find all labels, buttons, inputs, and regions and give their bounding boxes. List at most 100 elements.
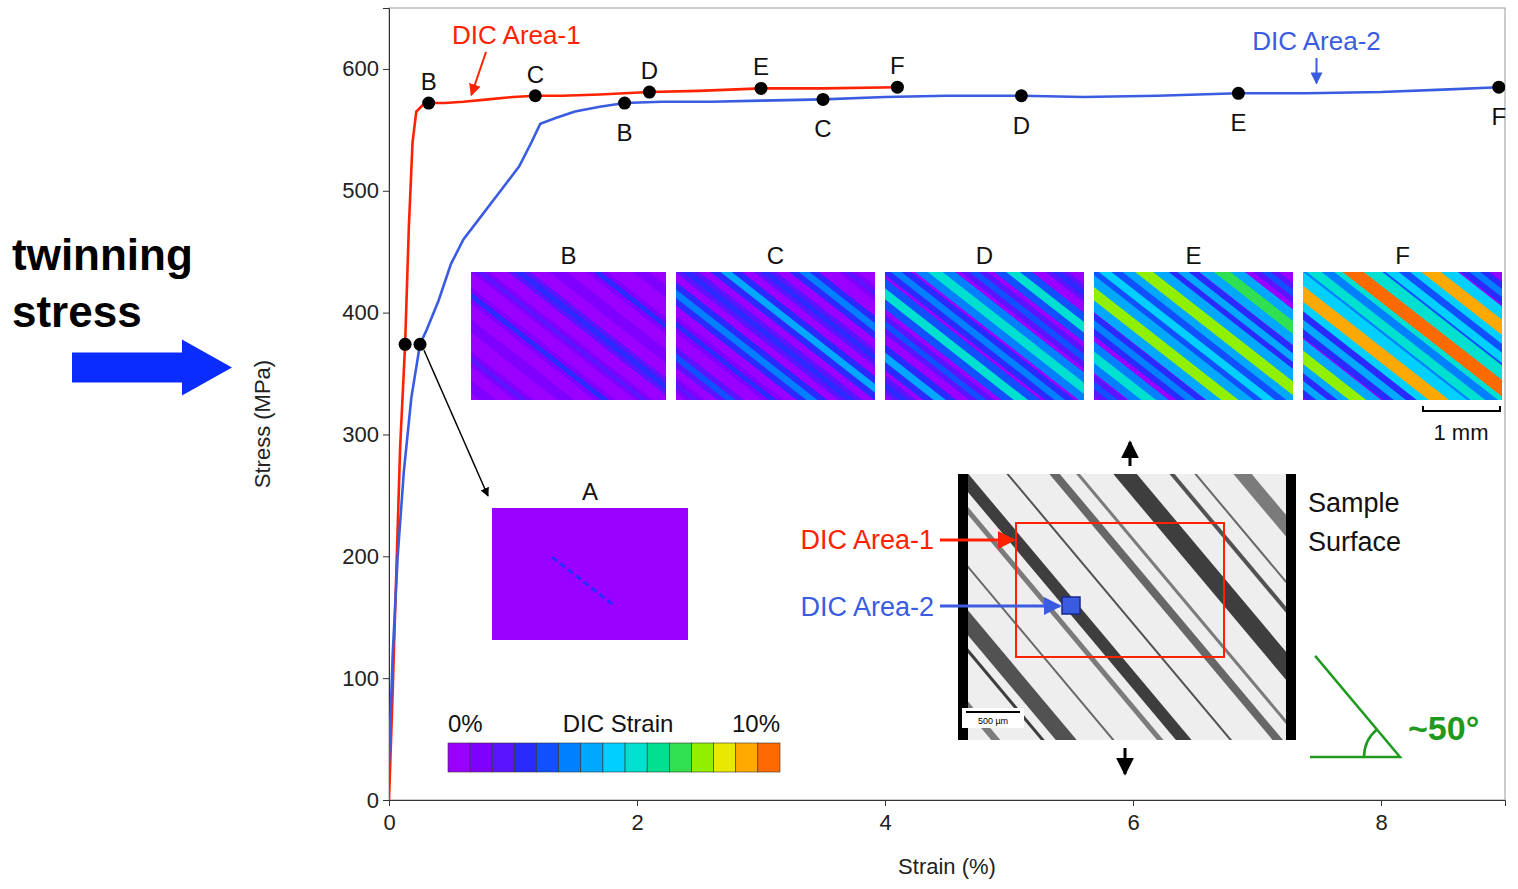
point-label: B bbox=[421, 68, 437, 95]
colorbar-swatch bbox=[581, 743, 603, 772]
inset-pointer bbox=[424, 350, 488, 496]
point-marker bbox=[891, 81, 904, 94]
colorbar-swatch bbox=[559, 743, 581, 772]
y-tick-label: 600 bbox=[342, 56, 379, 81]
dic-area-1-box bbox=[1016, 523, 1224, 657]
y-tick: 100 bbox=[342, 666, 389, 691]
colorbar-swatch bbox=[669, 743, 691, 772]
colorbar-swatch bbox=[492, 743, 514, 772]
colorbar-tick-label: 10% bbox=[732, 710, 780, 737]
strain-map-stripes bbox=[471, 272, 666, 400]
strain-map-stripes bbox=[552, 557, 615, 606]
point-marker bbox=[817, 93, 830, 106]
y-tick: 400 bbox=[342, 300, 389, 325]
micrograph: 500 µm bbox=[958, 474, 1296, 740]
point-label: F bbox=[1491, 103, 1506, 130]
y-tick: 0 bbox=[367, 788, 389, 813]
strain-map-stripe bbox=[1094, 272, 1293, 400]
strain-map-stripe bbox=[885, 274, 1084, 400]
y-tick-mark bbox=[383, 800, 389, 801]
y-tick-label: 400 bbox=[342, 300, 379, 325]
strain-map-label: A bbox=[582, 478, 598, 505]
colorbar-swatch bbox=[736, 743, 758, 772]
x-tick-label: 2 bbox=[631, 810, 643, 835]
point-marker bbox=[399, 338, 412, 351]
strain-map bbox=[1303, 272, 1502, 400]
y-tick-label: 500 bbox=[342, 178, 379, 203]
strain-map-ground bbox=[492, 508, 688, 640]
strain-map-stripe bbox=[552, 557, 615, 606]
colorbar-swatch bbox=[448, 743, 470, 772]
series-name-arrow bbox=[471, 52, 486, 95]
strain-map-stripe bbox=[471, 275, 666, 400]
x-tick: 6 bbox=[1127, 800, 1139, 835]
y-tick-mark bbox=[383, 191, 389, 192]
point-marker bbox=[1492, 81, 1505, 94]
colorbar-tick-label: 0% bbox=[448, 710, 483, 737]
micrograph-title-line: Sample bbox=[1308, 488, 1400, 518]
strain-map-label: E bbox=[1185, 242, 1201, 269]
micro-area-label: DIC Area-1 bbox=[800, 525, 934, 555]
y-tick-mark bbox=[383, 556, 389, 557]
angle-lines bbox=[1310, 656, 1400, 757]
strain-map-stripe bbox=[676, 272, 875, 400]
strain-map bbox=[492, 508, 688, 640]
y-tick: 300 bbox=[342, 422, 389, 447]
point-marker bbox=[1232, 87, 1245, 100]
strain-map-stripe bbox=[1094, 273, 1293, 400]
twin-band bbox=[958, 474, 1296, 740]
strain-map-stripes bbox=[676, 272, 875, 400]
point-marker bbox=[755, 82, 768, 95]
twin-band bbox=[958, 474, 1276, 740]
strain-map-stripe bbox=[1094, 277, 1293, 400]
strain-map-stripes bbox=[1094, 272, 1293, 400]
dic-area-2-box bbox=[1062, 597, 1080, 614]
point-label: C bbox=[527, 61, 544, 88]
x-tick-mark bbox=[1381, 800, 1382, 806]
point-label: E bbox=[753, 53, 769, 80]
strain-map-stripe bbox=[471, 278, 666, 400]
strain-map-label: D bbox=[976, 242, 993, 269]
twin-band bbox=[958, 474, 1247, 740]
y-tick-label: 100 bbox=[342, 666, 379, 691]
point-label: D bbox=[641, 57, 658, 84]
point-marker bbox=[529, 89, 542, 102]
strain-map-stripe bbox=[885, 272, 1084, 400]
strain-map bbox=[676, 272, 875, 400]
strain-map bbox=[885, 272, 1084, 400]
y-axis: 0 100 200 300 400 500 600 bbox=[342, 9, 389, 813]
strain-map-label: C bbox=[767, 242, 784, 269]
annotation-arrow bbox=[72, 339, 232, 395]
series-line bbox=[389, 87, 1499, 763]
strain-map-stripe bbox=[676, 278, 875, 400]
x-tick-mark bbox=[1133, 800, 1134, 806]
colorbar-swatch bbox=[470, 743, 492, 772]
point-label: B bbox=[617, 119, 633, 146]
chart-canvas: 024680100200300400500600Strain (%)Stress… bbox=[0, 0, 1518, 889]
x-tick: 8 bbox=[1375, 800, 1387, 835]
y-tick-mark bbox=[383, 678, 389, 679]
colorbar-swatch bbox=[603, 743, 625, 772]
twin-band bbox=[958, 474, 1181, 740]
y-tick-label: 200 bbox=[342, 544, 379, 569]
point-label: D bbox=[1013, 112, 1030, 139]
colorbar-swatch bbox=[691, 743, 713, 772]
series-name-arrow bbox=[1316, 58, 1318, 83]
x-tick-label: 8 bbox=[1375, 810, 1387, 835]
point-marker bbox=[414, 338, 427, 351]
colorbar: 0%10%DIC Strain bbox=[448, 710, 780, 772]
y-tick-mark bbox=[383, 69, 389, 70]
strain-map-stripe bbox=[1303, 272, 1502, 400]
plot-frame bbox=[389, 8, 1505, 800]
micro-area-label: DIC Area-2 bbox=[800, 592, 934, 622]
plot-data bbox=[389, 81, 1505, 800]
x-tick-label: 6 bbox=[1127, 810, 1139, 835]
load-arrow bbox=[1129, 442, 1132, 466]
micrograph-title: SampleSurface bbox=[1308, 488, 1401, 557]
colorbar-swatch bbox=[537, 743, 559, 772]
strain-map-stripe bbox=[471, 272, 666, 400]
x-axis: 02468 bbox=[383, 800, 1505, 835]
series-name: DIC Area-2 bbox=[1252, 26, 1381, 56]
micro-scale-label: 500 µm bbox=[978, 716, 1008, 726]
x-tick-mark bbox=[637, 800, 638, 806]
